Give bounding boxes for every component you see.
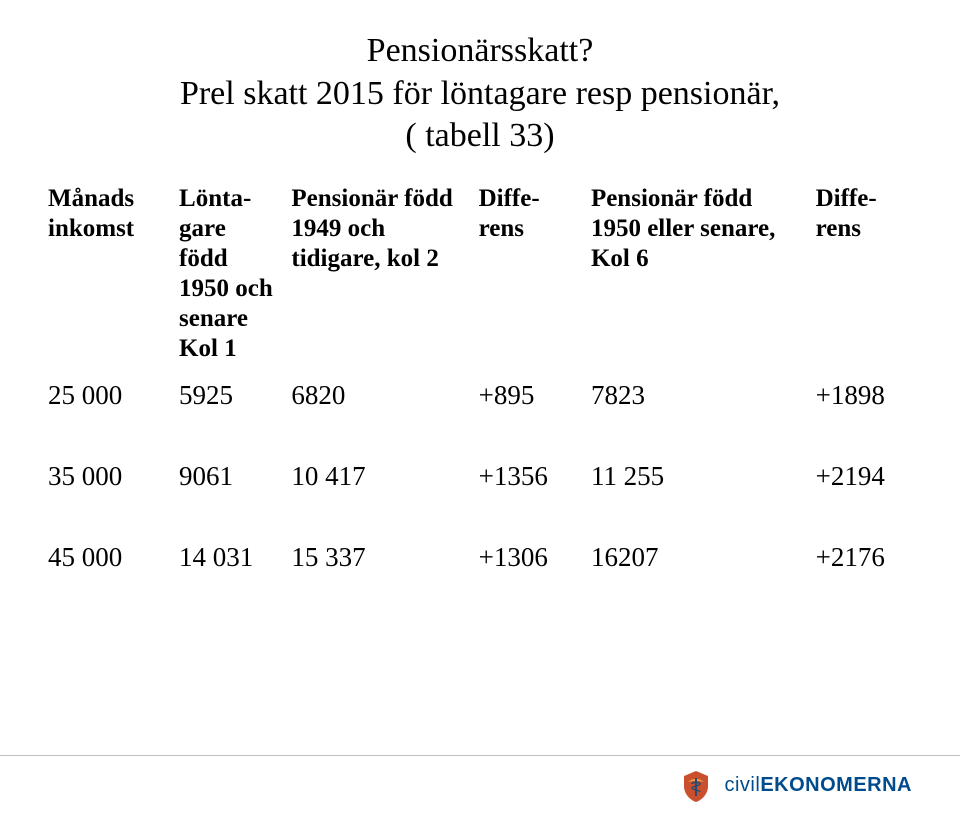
tax-table: Månads inkomst Lönta-gare född 1950 och … bbox=[40, 178, 920, 583]
col-header: Lönta-gare född 1950 och senare Kol 1 bbox=[171, 178, 283, 370]
table-row: 45 000 14 031 15 337 +1306 16207 +2176 bbox=[40, 532, 920, 583]
col-header: Pensionär född 1950 eller senare, Kol 6 bbox=[583, 178, 808, 370]
cell: +2176 bbox=[808, 532, 920, 583]
cell: 14 031 bbox=[171, 532, 283, 583]
col-header: Månads inkomst bbox=[40, 178, 171, 370]
spacer-row bbox=[40, 502, 920, 532]
table-row: 25 000 5925 6820 +895 7823 +1898 bbox=[40, 370, 920, 421]
col-header: Pensionär född 1949 och tidigare, kol 2 bbox=[283, 178, 470, 370]
cell: +1898 bbox=[808, 370, 920, 421]
col-header: Diffe-rens bbox=[471, 178, 583, 370]
spacer-row bbox=[40, 421, 920, 451]
title-block: Pensionärsskatt? Prel skatt 2015 för lön… bbox=[40, 30, 920, 158]
cell: 6820 bbox=[283, 370, 470, 421]
brand-tail: EKONOMERNA bbox=[760, 774, 912, 796]
cell: 10 417 bbox=[283, 451, 470, 502]
cell: 11 255 bbox=[583, 451, 808, 502]
title-line-1: Pensionärsskatt? bbox=[40, 30, 920, 73]
cell: 15 337 bbox=[283, 532, 470, 583]
cell: 5925 bbox=[171, 370, 283, 421]
cell: 16207 bbox=[583, 532, 808, 583]
footer-bar: civilEKONOMERNA bbox=[0, 755, 960, 815]
table-row: 35 000 9061 10 417 +1356 11 255 +2194 bbox=[40, 451, 920, 502]
brand-emblem-icon bbox=[678, 768, 714, 804]
cell: +1356 bbox=[471, 451, 583, 502]
title-line-2: Prel skatt 2015 för löntagare resp pensi… bbox=[40, 73, 920, 116]
cell: 9061 bbox=[171, 451, 283, 502]
cell: 35 000 bbox=[40, 451, 171, 502]
slide: Pensionärsskatt? Prel skatt 2015 för lön… bbox=[0, 0, 960, 815]
brand-text: civilEKONOMERNA bbox=[724, 774, 912, 797]
cell: 25 000 bbox=[40, 370, 171, 421]
cell: 7823 bbox=[583, 370, 808, 421]
cell: +1306 bbox=[471, 532, 583, 583]
col-header: Diffe-rens bbox=[808, 178, 920, 370]
cell: +2194 bbox=[808, 451, 920, 502]
cell: +895 bbox=[471, 370, 583, 421]
cell: 45 000 bbox=[40, 532, 171, 583]
table-header-row: Månads inkomst Lönta-gare född 1950 och … bbox=[40, 178, 920, 370]
brand-lead: civil bbox=[724, 774, 760, 796]
title-line-3: ( tabell 33) bbox=[40, 115, 920, 158]
